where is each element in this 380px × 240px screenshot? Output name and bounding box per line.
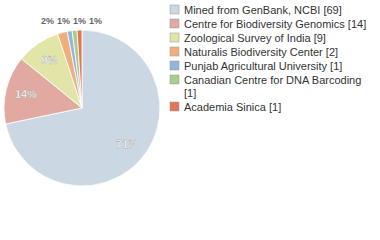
chart-root: 71%14%9%2%1%1%1%Mined from GenBank, NCBI… bbox=[0, 0, 380, 240]
data-label: 1% bbox=[73, 16, 86, 26]
chart-svg: 71%14%9%2%1%1%1%Mined from GenBank, NCBI… bbox=[0, 0, 380, 240]
data-label: 14% bbox=[15, 88, 37, 100]
legend-label: Centre for Biodiversity Genomics [14] bbox=[184, 18, 366, 30]
legend-swatch bbox=[170, 61, 179, 70]
data-label: 2% bbox=[41, 16, 54, 26]
pie-slice bbox=[77, 30, 82, 108]
legend-label: Zoological Survey of India [9] bbox=[184, 32, 326, 44]
legend-swatch bbox=[170, 102, 179, 111]
legend-swatch bbox=[170, 47, 179, 56]
legend-swatch bbox=[170, 75, 179, 84]
data-label: 71% bbox=[116, 138, 138, 150]
legend-swatch bbox=[170, 5, 179, 14]
legend: Mined from GenBank, NCBI [69] Centre for … bbox=[170, 4, 366, 113]
pie-slices bbox=[4, 30, 160, 186]
legend-swatch bbox=[170, 33, 179, 42]
data-labels: 71%14%9%2%1%1%1% bbox=[15, 16, 138, 150]
data-label: 9% bbox=[41, 54, 57, 66]
legend-label: Naturalis Biodiversity Center [2] bbox=[184, 46, 338, 58]
pie-slice bbox=[72, 30, 82, 108]
legend-swatch bbox=[170, 19, 179, 28]
legend-label: Punjab Agricultural University [1] bbox=[184, 60, 342, 72]
pie-slice bbox=[67, 31, 82, 108]
legend-label: Academia Sinica [1] bbox=[184, 101, 281, 113]
data-label: 1% bbox=[89, 16, 102, 26]
legend-label: Canadian Centre for DNA Barcoding[1] bbox=[184, 74, 361, 99]
data-label: 1% bbox=[57, 16, 70, 26]
legend-label: Mined from GenBank, NCBI [69] bbox=[184, 4, 342, 16]
